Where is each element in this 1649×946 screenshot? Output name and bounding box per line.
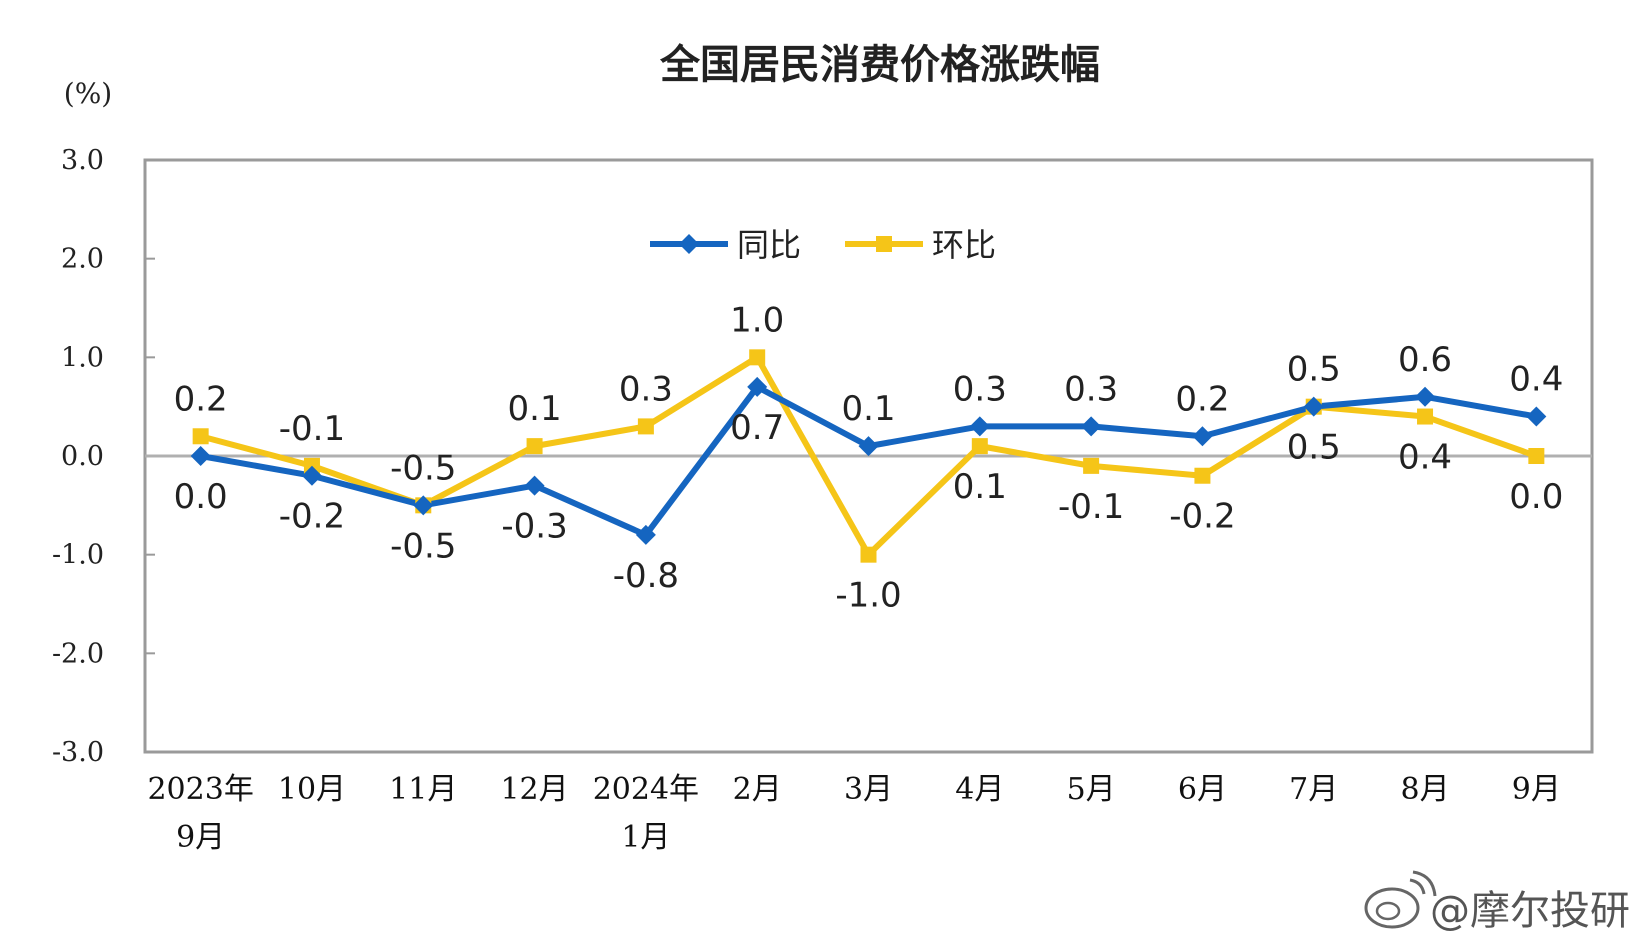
data-point-yoy (969, 416, 990, 437)
y-tick-label: 1.0 (61, 342, 104, 373)
data-point-mom (1083, 457, 1100, 474)
weibo-logo-icon (1364, 870, 1437, 929)
legend-marker-mom (876, 236, 892, 252)
x-tick-label: 3月 (844, 772, 893, 807)
x-tick-label: 6月 (1178, 772, 1227, 807)
data-point-mom (971, 438, 988, 455)
x-tick-label: 10月 (278, 772, 346, 807)
legend: 同比 环比 (650, 226, 996, 264)
x-tick-label: 9月 (176, 820, 225, 855)
data-label-mom: 0.0 (1509, 477, 1563, 517)
data-label-mom: -0.1 (279, 409, 345, 449)
x-tick-label: 7月 (1289, 772, 1338, 807)
x-tick-label: 2月 (733, 772, 782, 807)
data-point-yoy (1081, 416, 1102, 437)
data-label-yoy: 0.6 (1398, 340, 1452, 380)
y-axis-unit: (%) (64, 77, 112, 110)
data-label-mom: -0.5 (390, 448, 456, 488)
data-point-mom (637, 418, 654, 435)
data-label-mom: -0.1 (1058, 487, 1124, 527)
data-labels: 0.0 0.2 -0.2 -0.1 -0.5 -0.5 -0.3 0.1 -0.8 0.3 0.7 1… (174, 300, 1564, 615)
data-label-yoy: 0.7 (730, 408, 784, 448)
x-tick-label: 9月 (1512, 772, 1561, 807)
data-point-mom (526, 438, 543, 455)
data-label-yoy: 0.3 (1064, 369, 1118, 409)
data-label-mom: -0.2 (1169, 497, 1235, 537)
y-tick-label: -3.0 (52, 737, 104, 768)
data-point-mom (1417, 408, 1434, 425)
data-label-yoy: -0.8 (613, 556, 679, 596)
data-label-yoy: 0.5 (1287, 428, 1341, 468)
data-point-yoy (1415, 386, 1436, 407)
data-point-mom (1528, 448, 1545, 464)
x-tick-label: 2024年 (593, 772, 699, 807)
data-label-yoy: 0.4 (1509, 360, 1563, 400)
data-label-mom: 0.4 (1398, 438, 1452, 478)
data-point-mom (749, 349, 766, 366)
y-tick-label: 0.0 (61, 441, 104, 472)
x-tick-label: 11月 (389, 772, 457, 807)
data-label-mom: 0.1 (508, 389, 562, 429)
data-point-yoy (301, 465, 322, 486)
data-point-yoy (1526, 406, 1547, 427)
data-label-mom: 1.0 (730, 300, 784, 340)
y-tick-label: -2.0 (52, 638, 104, 669)
data-label-yoy: -0.5 (390, 526, 456, 566)
data-label-mom: 0.2 (174, 379, 228, 419)
data-label-yoy: -0.3 (501, 507, 567, 547)
series (190, 349, 1547, 563)
legend-marker-yoy (679, 234, 699, 254)
data-point-yoy (747, 376, 768, 397)
data-label-mom: 0.3 (619, 369, 673, 409)
data-label-mom: -1.0 (835, 576, 901, 616)
y-axis: 3.0 2.0 1.0 0.0 -1.0 -2.0 -3.0 (52, 145, 155, 768)
y-tick-label: 3.0 (61, 145, 104, 176)
data-label-yoy: 0.1 (841, 389, 895, 429)
x-tick-label: 2023年 (147, 772, 253, 807)
watermark-text: @摩尔投研 (1430, 888, 1630, 934)
data-label-yoy: 0.2 (1175, 379, 1229, 419)
watermark: @摩尔投研 (1364, 870, 1630, 934)
legend-label-yoy: 同比 (737, 226, 801, 264)
data-label-yoy: -0.2 (279, 497, 345, 537)
data-label-yoy: 0.0 (174, 477, 228, 517)
data-label-mom: 0.5 (1287, 350, 1341, 390)
x-tick-label: 5月 (1067, 772, 1116, 807)
data-point-yoy (413, 495, 434, 516)
data-point-yoy (858, 436, 879, 457)
x-tick-label: 1月 (621, 820, 670, 855)
y-tick-label: 2.0 (61, 244, 104, 275)
data-point-yoy (1192, 426, 1213, 447)
y-tick-label: -1.0 (52, 540, 104, 571)
x-axis: 2023年 9月 10月 11月 12月 2024年 1月 2月 3月 4月 5月 6月 7月 8月 9月 (147, 772, 1560, 855)
legend-label-mom: 环比 (932, 226, 996, 264)
x-tick-label: 8月 (1400, 772, 1449, 807)
x-tick-label: 4月 (955, 772, 1004, 807)
data-point-yoy (524, 475, 545, 496)
data-point-yoy (1303, 396, 1324, 417)
data-point-mom (192, 428, 209, 445)
data-point-yoy (635, 524, 656, 545)
data-point-yoy (190, 446, 211, 466)
data-label-mom: 0.1 (953, 467, 1007, 507)
x-tick-label: 12月 (500, 772, 568, 807)
chart-title: 全国居民消费价格涨跌幅 (659, 42, 1100, 88)
data-point-mom (1194, 467, 1211, 484)
data-label-yoy: 0.3 (953, 369, 1007, 409)
data-point-mom (860, 546, 877, 563)
